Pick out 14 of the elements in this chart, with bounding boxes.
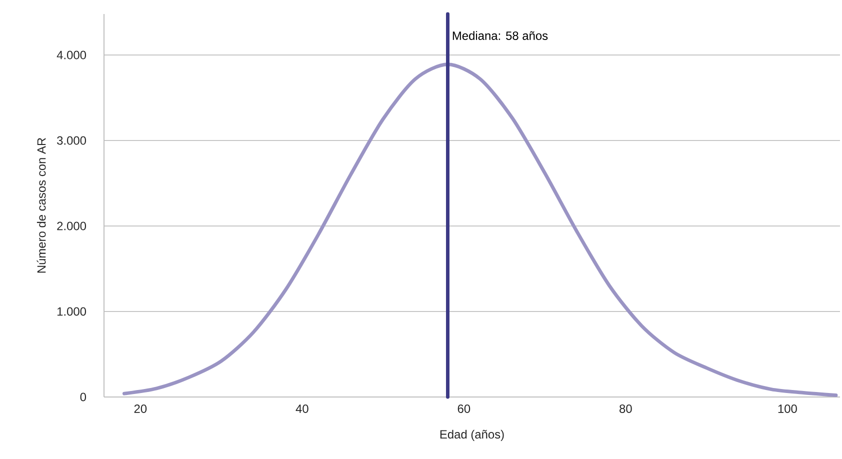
y-tick-label: 0 bbox=[80, 392, 86, 402]
x-tick-label: 80 bbox=[620, 404, 632, 413]
ref-line-label: Mediana: 58 años bbox=[452, 31, 548, 40]
x-tick-label: 40 bbox=[296, 404, 308, 413]
x-tick-label: 20 bbox=[134, 404, 147, 413]
x-axis-title: Edad (años) bbox=[440, 430, 504, 441]
x-tick-label: 100 bbox=[778, 404, 797, 413]
line-series bbox=[122, 62, 838, 398]
y-tick-label: 3.000 bbox=[57, 136, 86, 145]
y-axis-title: Número de casos con AR bbox=[36, 138, 46, 273]
x-tick-label: 60 bbox=[458, 404, 470, 413]
y-tick-label: 1.000 bbox=[57, 307, 86, 316]
y-tick-label: 4.000 bbox=[56, 50, 86, 60]
y-tick-label: 2.000 bbox=[57, 222, 86, 230]
